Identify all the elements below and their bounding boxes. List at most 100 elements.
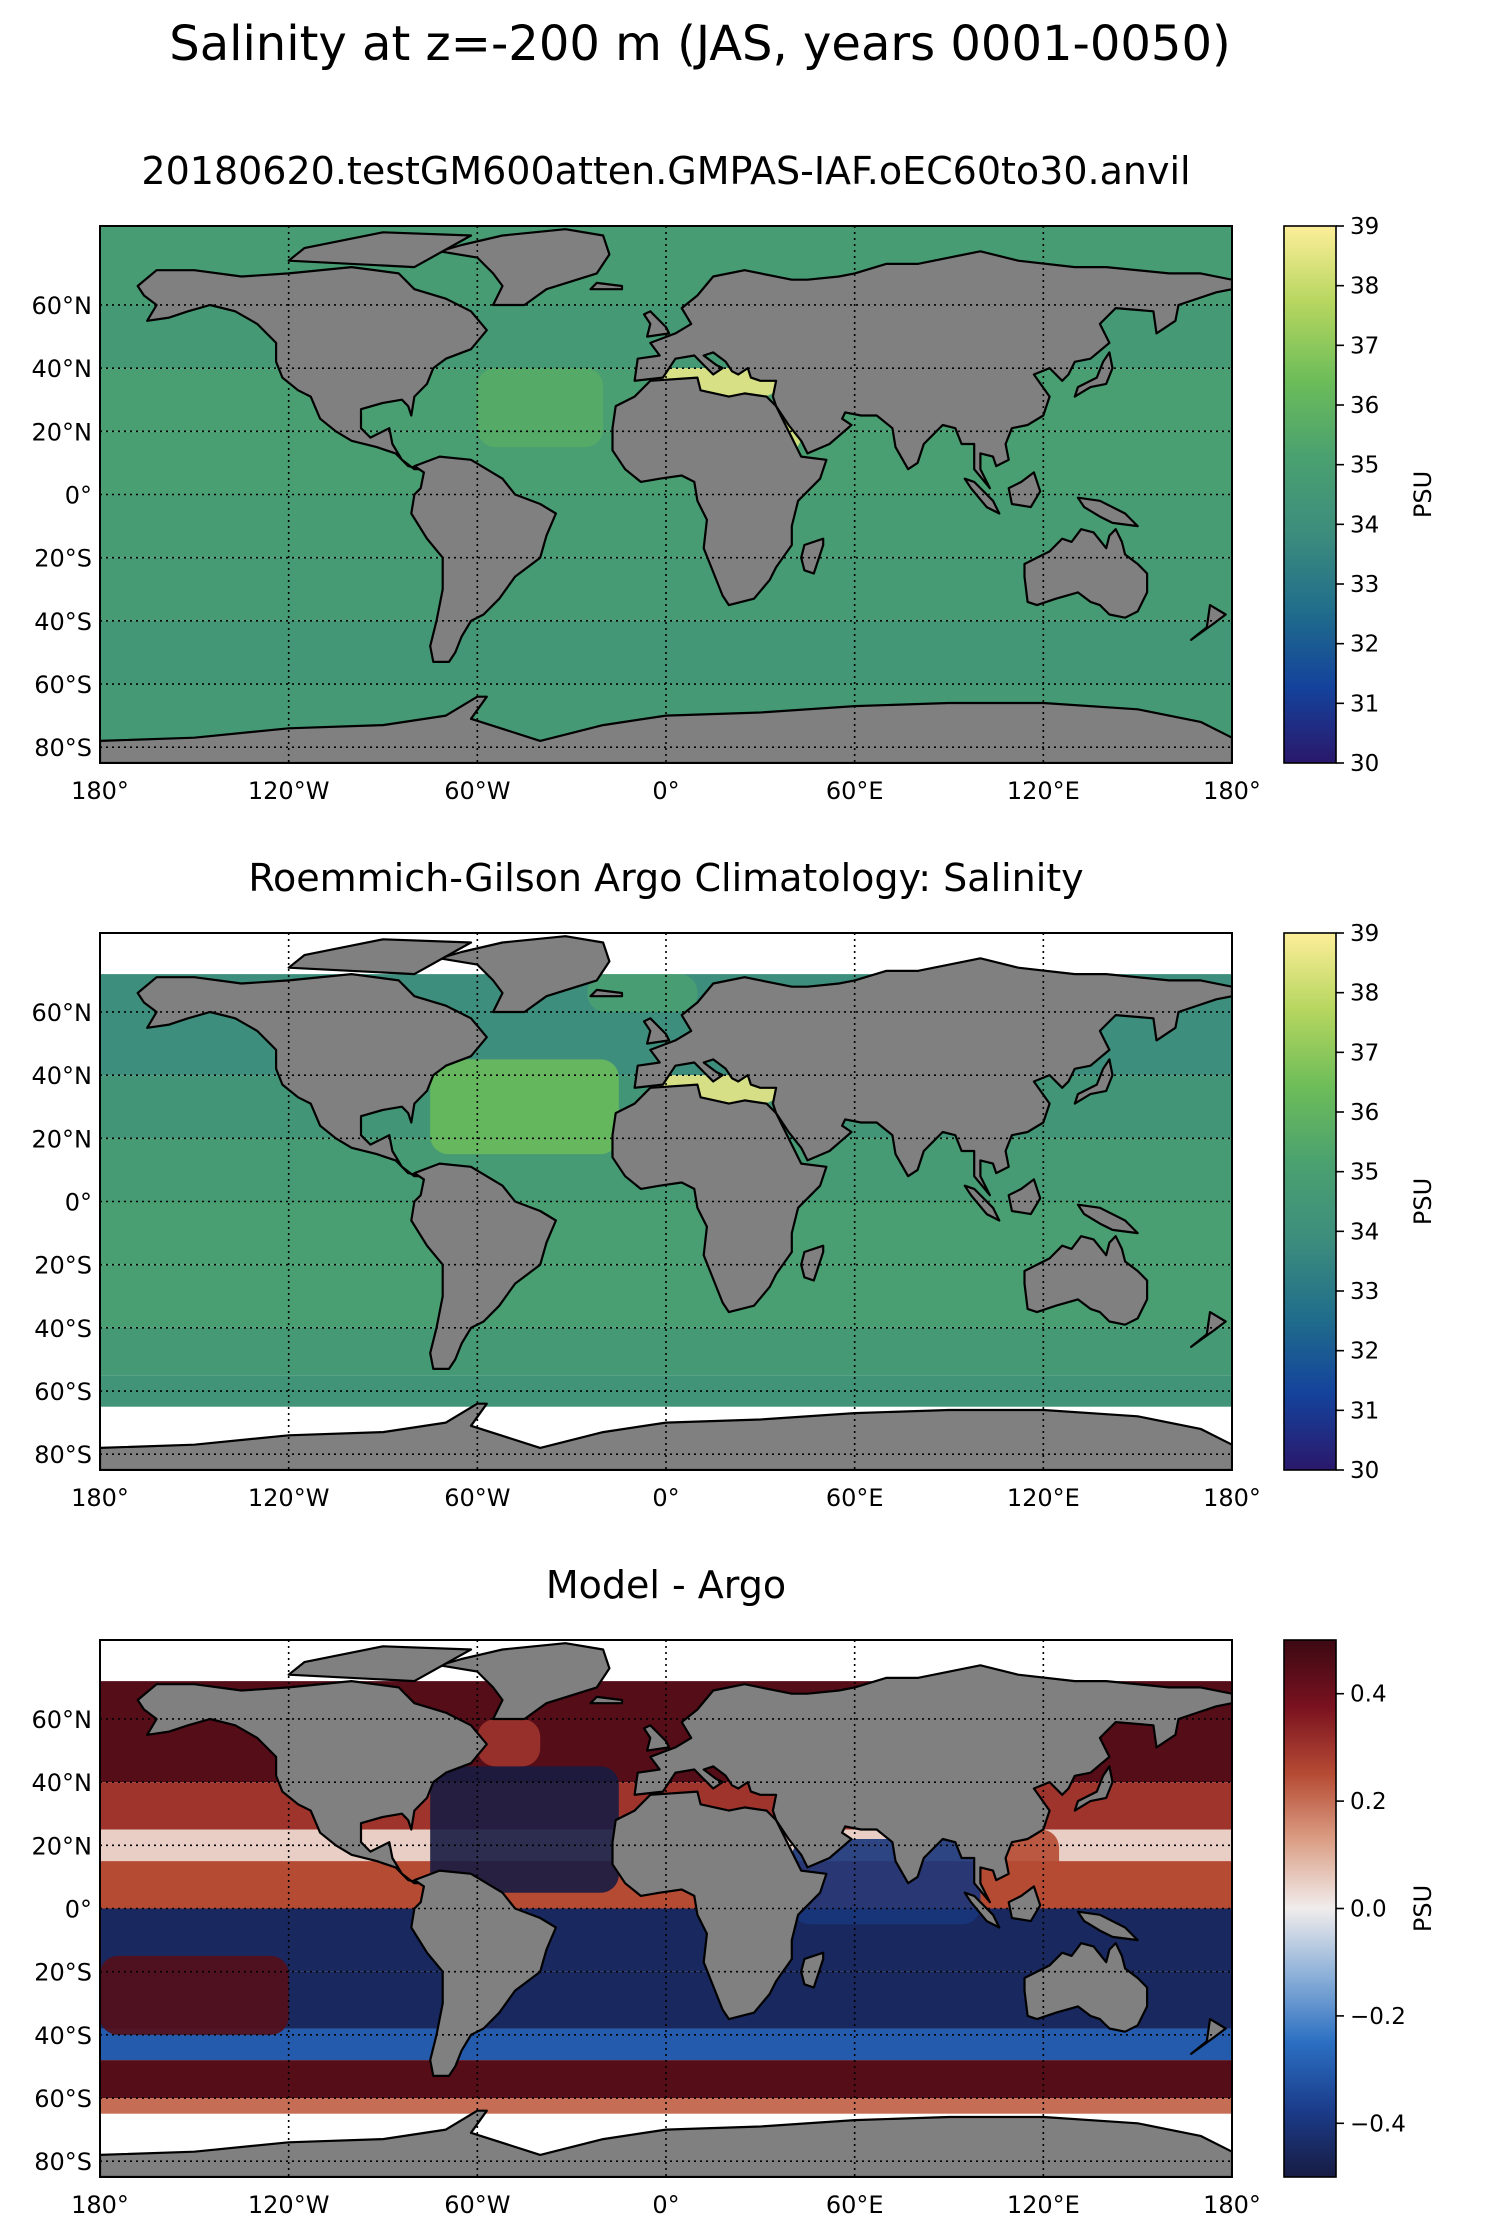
colorbar-tick-label: −0.4 xyxy=(1350,2111,1406,2137)
x-tick-label: 0° xyxy=(652,2191,679,2219)
y-tick-label: 20°N xyxy=(32,1832,93,1860)
colorbar-tick-label: 34 xyxy=(1350,1219,1379,1245)
colorbar-tick-label: 35 xyxy=(1350,453,1379,479)
colorbar-tick-label: 38 xyxy=(1350,274,1379,300)
colorbar-label: PSU xyxy=(1409,471,1437,518)
land-borneo xyxy=(1007,471,1042,509)
x-tick-label: 180° xyxy=(1203,777,1261,805)
land-south-america xyxy=(410,455,557,663)
panel-title-1: 20180620.testGM600atten.GMPAS-IAF.oEC60t… xyxy=(141,149,1190,193)
x-tick-label: 180° xyxy=(1203,2191,1261,2219)
land-africa xyxy=(611,1083,828,1314)
x-tick-label: 60°E xyxy=(826,1484,884,1512)
colorbar-scale xyxy=(1283,225,1337,764)
x-tick-label: 60°W xyxy=(444,777,510,805)
colorbar-tick-label: 38 xyxy=(1350,981,1379,1007)
map-panel-2: Roemmich-Gilson Argo Climatology: Salini… xyxy=(32,856,1438,1512)
land-sumatra xyxy=(963,1184,1001,1222)
x-tick-label: 60°W xyxy=(444,2191,510,2219)
map-frame-1 xyxy=(99,225,1233,764)
land-iceland xyxy=(589,1695,624,1705)
graticule xyxy=(100,226,1232,763)
panels: 20180620.testGM600atten.GMPAS-IAF.oEC60t… xyxy=(32,149,1438,2219)
land-eurasia xyxy=(633,957,1232,1197)
land-madagascar xyxy=(800,1244,825,1282)
colorbar-tick-label: 31 xyxy=(1350,1398,1379,1424)
y-tick-label: 40°S xyxy=(34,608,92,636)
x-tick-label: 60°W xyxy=(444,1484,510,1512)
field-patch-2 xyxy=(100,1955,289,2035)
y-tick-label: 40°N xyxy=(32,1062,93,1090)
colorbar-tick-label: 31 xyxy=(1350,691,1379,717)
field-patch-3 xyxy=(477,1718,541,1767)
y-tick-label: 0° xyxy=(65,1896,92,1924)
x-tick-label: 120°W xyxy=(248,2191,330,2219)
land-borneo xyxy=(1007,1178,1042,1216)
graticule xyxy=(100,933,1232,1470)
y-tick-label: 0° xyxy=(65,1189,92,1217)
y-tick-label: 60°N xyxy=(32,292,93,320)
colorbar-tick-label: 39 xyxy=(1350,214,1379,240)
land-greenland xyxy=(438,935,611,1014)
x-tick-label: 180° xyxy=(71,2191,129,2219)
land-mask xyxy=(100,935,1232,1470)
map-area-1 xyxy=(100,226,1232,763)
colorbar-tick-label: 30 xyxy=(1350,1458,1379,1484)
panel-title-2: Roemmich-Gilson Argo Climatology: Salini… xyxy=(248,856,1083,900)
land-greenland xyxy=(438,1642,611,1721)
land-australia xyxy=(1023,1942,1149,2033)
land-africa xyxy=(611,1790,828,2021)
colorbar-3: −0.4 −0.2 0.0 0.2 0.4 PSU xyxy=(1283,1639,1437,2178)
y-tick-label: 60°N xyxy=(32,999,93,1027)
figure-suptitle: Salinity at z=-200 m (JAS, years 0001-00… xyxy=(169,16,1230,72)
colorbar-tick-label: 0.4 xyxy=(1350,1682,1387,1708)
land-africa xyxy=(611,376,828,607)
y-tick-label: 40°S xyxy=(34,1315,92,1343)
land-canadian-archipelago xyxy=(287,1645,473,1683)
colorbar-tick-label: 36 xyxy=(1350,1100,1379,1126)
land-australia xyxy=(1023,528,1149,619)
y-tick-label: 40°N xyxy=(32,1769,93,1797)
land-japan xyxy=(1073,1765,1114,1812)
colorbar-tick-label: 34 xyxy=(1350,512,1379,538)
colorbar-tick-label: 35 xyxy=(1350,1160,1379,1186)
y-tick-label: 60°S xyxy=(34,2085,92,2113)
field-patch-3 xyxy=(587,974,698,1012)
colorbar-tick-label: 36 xyxy=(1350,393,1379,419)
field-band-9 xyxy=(100,2098,1232,2114)
x-tick-label: 120°W xyxy=(248,777,330,805)
map-area-3 xyxy=(100,1640,1232,2177)
field-patch-1 xyxy=(430,1059,619,1155)
colorbar-1: 30 31 32 33 34 35 36 37 38 39 PSU xyxy=(1283,214,1437,777)
land-north-america xyxy=(136,1679,488,1885)
y-tick-label: 80°S xyxy=(34,734,92,762)
land-eurasia xyxy=(633,1664,1232,1904)
colorbar-tick-label: 0.0 xyxy=(1350,1897,1387,1923)
colorbar-2: 30 31 32 33 34 35 36 37 38 39 PSU xyxy=(1283,921,1437,1484)
x-tick-label: 180° xyxy=(71,1484,129,1512)
x-tick-label: 120°E xyxy=(1007,2191,1080,2219)
colorbar-label: PSU xyxy=(1409,1885,1437,1932)
land-british-isles xyxy=(642,310,671,338)
land-iceland xyxy=(589,988,624,998)
x-tick-label: 60°E xyxy=(826,2191,884,2219)
land-south-america xyxy=(410,1869,557,2077)
land-new-zealand xyxy=(1189,604,1227,641)
colorbar-tick-label: 32 xyxy=(1350,632,1379,658)
land-japan xyxy=(1073,1058,1114,1105)
land-new-guinea xyxy=(1076,1910,1139,1942)
y-tick-label: 20°N xyxy=(32,1125,93,1153)
map-panel-3: Model - Argo 180° 120°W 60°W 0° 60°E 120°E 180°… xyxy=(32,1563,1438,2219)
land-north-america xyxy=(136,265,488,471)
x-tick-label: 180° xyxy=(1203,1484,1261,1512)
x-tick-label: 120°W xyxy=(248,1484,330,1512)
field-band-6 xyxy=(100,1327,1232,1376)
map-frame-3 xyxy=(99,1639,1233,2178)
colorbar-tick-label: 37 xyxy=(1350,333,1379,359)
y-tick-label: 80°S xyxy=(34,1441,92,1469)
y-tick-label: 60°S xyxy=(34,1378,92,1406)
x-tick-label: 0° xyxy=(652,777,679,805)
land-borneo xyxy=(1007,1885,1042,1923)
land-canadian-archipelago xyxy=(287,938,473,976)
